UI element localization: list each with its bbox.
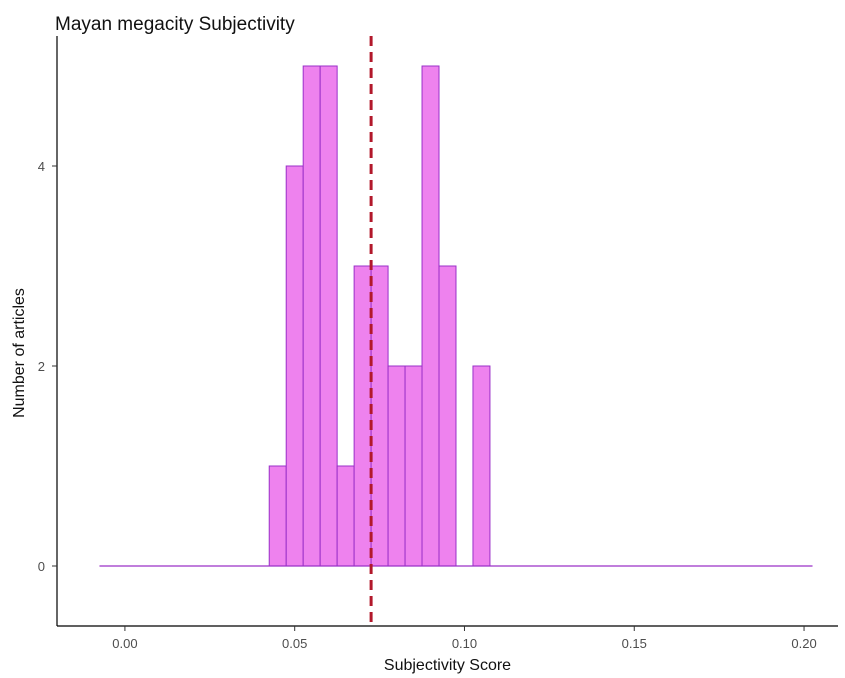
- y-axis-title: Number of articles: [11, 288, 28, 418]
- x-tick-label: 0.00: [112, 636, 137, 651]
- histogram-bar: [472, 365, 491, 567]
- y-tick-label: 4: [38, 159, 45, 174]
- histogram-bar: [285, 165, 304, 567]
- x-axis-title: Subjectivity Score: [384, 657, 511, 674]
- histogram-bar: [387, 365, 406, 567]
- x-tick-label: 0.05: [282, 636, 307, 651]
- histogram-bar: [319, 65, 338, 567]
- x-tick-label: 0.10: [452, 636, 477, 651]
- y-tick-label: 2: [38, 359, 45, 374]
- histogram-bar: [336, 465, 355, 567]
- histogram-bar: [404, 365, 423, 567]
- histogram-bar: [353, 265, 372, 567]
- histogram-bars: [268, 65, 491, 567]
- histogram-bar: [302, 65, 321, 567]
- y-tick-label: 0: [38, 559, 45, 574]
- histogram-bar: [421, 65, 440, 567]
- x-tick-label: 0.15: [622, 636, 647, 651]
- histogram-bar: [268, 465, 287, 567]
- x-tick-label: 0.20: [791, 636, 816, 651]
- axes: 0.00 0.05 0.10 0.15 0.20 0 2 4: [38, 36, 838, 651]
- histogram-bar: [438, 265, 457, 567]
- chart-title: Mayan megacity Subjectivity: [55, 14, 295, 35]
- histogram-bar: [370, 265, 389, 567]
